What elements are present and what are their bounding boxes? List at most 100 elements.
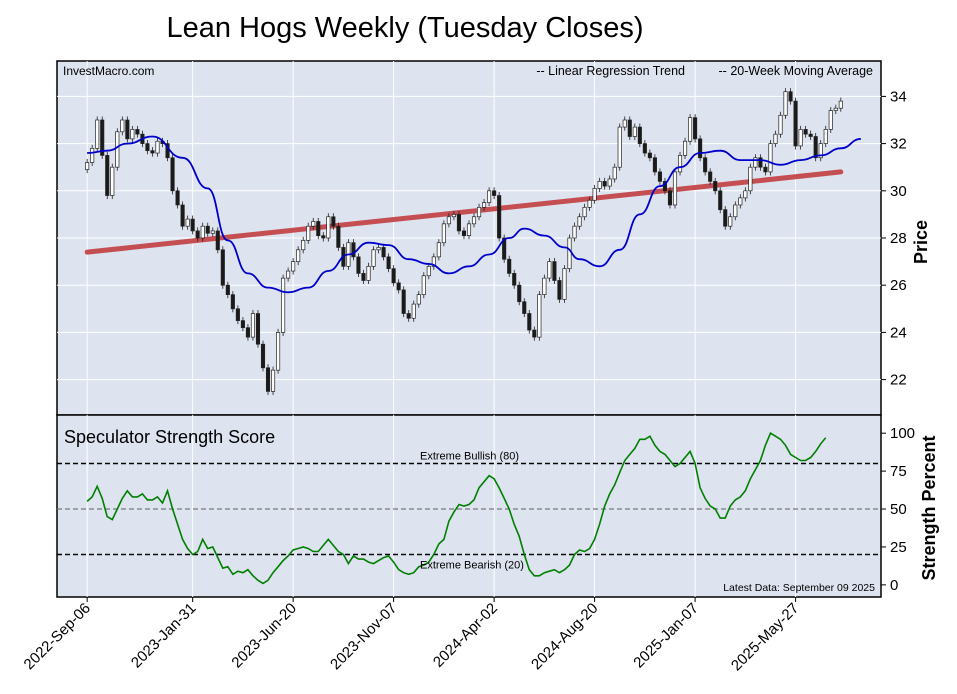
candle (225, 281, 230, 299)
candle (657, 168, 662, 185)
candle (306, 222, 311, 244)
candle (376, 243, 381, 254)
strength-gridlines (86, 415, 797, 597)
candle (396, 279, 401, 294)
candle (451, 210, 456, 221)
candle (240, 317, 245, 332)
candle (642, 140, 647, 157)
candle (828, 107, 833, 133)
candle (336, 222, 341, 251)
date-tick-label: 2025-Jan-07 (630, 600, 702, 672)
date-tick-label: 2023-Nov-07 (327, 600, 400, 673)
candle (291, 258, 296, 275)
candle (698, 135, 703, 162)
candle (512, 269, 517, 289)
strength-tick-label: 25 (890, 539, 907, 556)
candle (391, 265, 396, 287)
candle (270, 366, 276, 395)
candle (351, 239, 356, 261)
candle (135, 125, 140, 138)
candle (381, 243, 386, 261)
candle (361, 269, 366, 285)
candle (426, 262, 431, 280)
candle (386, 253, 391, 273)
price-tick-label: 28 (890, 230, 907, 247)
candle (482, 199, 487, 211)
candle (798, 125, 803, 150)
candle (265, 364, 271, 395)
latest-data-note: Latest Data: September 09 2025 (723, 582, 875, 594)
candle (587, 196, 592, 211)
candle (667, 187, 673, 209)
candle (461, 227, 467, 240)
candle (672, 168, 678, 209)
candle (582, 203, 587, 221)
strength-title: Speculator Strength Score (64, 427, 275, 447)
date-tick-label: 2025-May-27 (728, 600, 803, 675)
candle (537, 291, 542, 341)
legend-moving-average: -- 20-Week Moving Average (719, 64, 874, 78)
candle (753, 154, 758, 171)
candle (677, 151, 683, 176)
candle (401, 286, 406, 318)
candle (95, 116, 100, 152)
candle (773, 130, 778, 148)
candle (808, 130, 813, 141)
candle (507, 255, 512, 277)
extreme-bullish-label: Extreme Bullish (80) (420, 451, 519, 463)
extreme-bearish-label: Extreme Bearish (20) (420, 560, 524, 572)
candle (366, 262, 371, 285)
candle (130, 125, 135, 143)
candle (617, 123, 622, 171)
candle (557, 276, 562, 303)
candle (622, 116, 627, 131)
candle (145, 140, 150, 155)
candle (105, 151, 110, 200)
candle (838, 97, 843, 112)
candle (110, 163, 115, 200)
candle (818, 140, 823, 162)
candle (547, 258, 552, 282)
candle (738, 194, 743, 209)
candle (436, 239, 441, 261)
candle (688, 114, 693, 145)
strength-score-line (86, 432, 827, 585)
price-tick-label: 24 (890, 324, 907, 341)
candle (471, 213, 477, 228)
moving-average-line (87, 135, 861, 294)
strength-tick-label: 100 (890, 425, 915, 442)
candle (421, 272, 426, 299)
candle (210, 227, 215, 237)
strength-tick-label: 0 (890, 577, 898, 594)
candle (90, 144, 95, 167)
candle (200, 222, 205, 242)
candle (456, 210, 462, 235)
date-tick-label: 2022-Sep-06 (21, 600, 94, 673)
candle (527, 309, 532, 334)
candle (497, 191, 502, 242)
candle (542, 274, 547, 299)
candle (733, 201, 738, 221)
candle (758, 154, 763, 171)
candle (175, 187, 180, 209)
chart-title: Lean Hogs Weekly (Tuesday Closes) (166, 12, 644, 44)
candle (788, 88, 793, 105)
candle (517, 281, 522, 306)
candle (532, 326, 537, 341)
candle (411, 300, 416, 322)
candle (748, 163, 753, 195)
candle (235, 305, 240, 325)
candle (607, 175, 612, 190)
candle (778, 111, 783, 138)
candle (446, 213, 451, 228)
strength-tick-label: 75 (890, 463, 907, 480)
price-tick-label: 34 (890, 88, 907, 105)
candle (567, 234, 572, 273)
candle (281, 274, 286, 336)
candle (682, 137, 688, 159)
candle (466, 220, 472, 240)
candle (783, 88, 788, 119)
candle (693, 114, 698, 143)
price-tick-label: 30 (890, 183, 907, 200)
watermark: InvestMacro.com (63, 64, 154, 78)
